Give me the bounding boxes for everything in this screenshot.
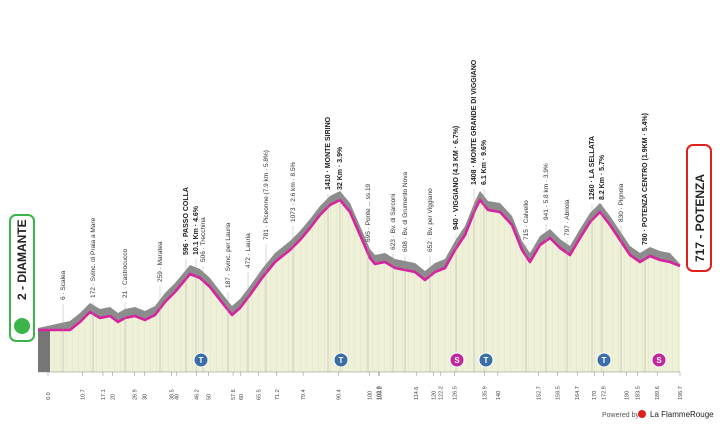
km-label: 90.4 (336, 389, 342, 400)
km-label: 114.6 (414, 387, 420, 400)
waypoint-label: 940 · VIGGIANO (4.3 KM · 6.7%) (453, 126, 460, 230)
km-label: 38.5 (170, 389, 176, 400)
waypoint-label: 8.2 Km · 5.7% (599, 154, 606, 200)
start-block (38, 330, 50, 372)
km-label: 65.5 (256, 389, 262, 400)
brand: La FlammeRouge (650, 410, 714, 419)
km-label: 170 (592, 391, 598, 400)
route-icon-label: T (602, 356, 607, 365)
km-label: 60 (239, 394, 245, 400)
route-line (38, 198, 681, 332)
waypoint-label: 472 · Lauria (245, 233, 252, 268)
km-label: 122.2 (439, 386, 445, 400)
route-icon (651, 352, 667, 368)
waypoint-label: 1073 · 2.6 km · 8.5% (290, 161, 297, 222)
waypoint-label: 781 · Piceonne (7.9 km · 5.8%) (263, 150, 270, 240)
km-label: 189.6 (655, 386, 661, 400)
km-label: 0.0 (46, 392, 52, 400)
route-icon (193, 352, 209, 368)
waypoint-label: 695 · Ponte ... ss.19 (365, 183, 372, 242)
km-label: 57.6 (231, 389, 237, 400)
km-label: 50 (207, 394, 213, 400)
km-label: 140 (496, 391, 502, 400)
km-label: 183.5 (636, 386, 642, 400)
route-icon-label: T (484, 356, 489, 365)
km-label: 152.7 (537, 386, 543, 400)
profile (38, 191, 681, 373)
km-label: 40 (175, 394, 181, 400)
km-label: 71.2 (275, 389, 281, 400)
start-icon (14, 318, 30, 334)
waypoint-label: 780 · POTENZA CENTRO (1.9KM · 5.4%) (642, 113, 649, 245)
km-label: 46.2 (194, 389, 200, 400)
km-label: 20 (110, 394, 116, 400)
route-icon (449, 352, 465, 368)
waypoint-label: 715 · Calvello (523, 200, 530, 240)
powered-by: Powered by (602, 412, 639, 419)
waypoint-label: 506 · Trecchina (200, 217, 207, 262)
km-label: 17.1 (101, 389, 107, 400)
km-label: 135.9 (483, 386, 489, 400)
waypoint-label: 1408 · MONTE GRANDE DI VIGGIANO (471, 59, 478, 185)
waypoint-label: 608 · Bv. di Grumento Nova (402, 172, 409, 252)
waypoint-label: 6.1 Km · 9.6% (481, 139, 488, 185)
km-label: 26.9 (132, 389, 138, 400)
waypoint-label: 623 · Bv. di Sarconi (390, 194, 397, 250)
km-label: 164.7 (575, 386, 581, 400)
km-label: 100 (367, 391, 373, 400)
km-label: 103.2 (378, 386, 384, 400)
km-label: 126.5 (452, 386, 458, 400)
route-icon-label: T (199, 356, 204, 365)
route-icon (333, 352, 349, 368)
waypoint-label: 172 · Svinc. di Praia a Mare (90, 217, 97, 298)
waypoint-label: 652 · Bv. per Viggiano (427, 188, 434, 252)
km-label: 10.7 (80, 389, 86, 400)
ground (38, 200, 680, 372)
waypoint-label: 830 · Pignola (618, 183, 625, 222)
waypoint-label: 21 · Castrocucco (122, 248, 129, 298)
km-label: 79.4 (301, 389, 307, 400)
route-icon-label: S (454, 356, 460, 365)
waypoint-label: 10.1 Km · 4.6% (193, 205, 200, 255)
labels: 6 · Scalea 172 · Svinc. di Praia a Mare 21… (46, 59, 684, 400)
route-icon (596, 352, 612, 368)
start-box (9, 214, 35, 342)
km-label: 120 (432, 391, 438, 400)
waypoint-label: 1410 · MONTE SIRINO (325, 116, 332, 190)
route-icon (478, 352, 494, 368)
gradient-band (38, 191, 680, 330)
route-icon-label: T (339, 356, 344, 365)
route-icon-label: S (656, 356, 662, 365)
km-label: 172.9 (602, 386, 608, 400)
waypoint-label: 259 · Maratea (157, 241, 164, 282)
start-label: 2 - DIAMANTE (15, 219, 29, 300)
waypoint-label: 6 · Scalea (60, 270, 67, 300)
waypoint-label: 1260 · LA SELLATA (589, 136, 596, 200)
waypoint-label: 797 · Abriola (564, 199, 571, 236)
km-label: 102.8 (376, 386, 382, 400)
brand-logo (638, 410, 646, 418)
waypoint-label: 187 · Svinc. per Lauria (225, 222, 232, 288)
km-label: 180 (624, 391, 630, 400)
waypoint-label: 941 · 5.8 km · 3.9% (543, 163, 550, 220)
waypoint-label: 32 Km · 3.9% (337, 146, 344, 190)
finish-box (686, 144, 712, 272)
waypoint-label: 596 · PASSO COLLA (183, 187, 190, 255)
km-label: 30 (142, 394, 148, 400)
finish-label: 717 - POTENZA (693, 174, 707, 262)
km-label: 158.5 (555, 386, 561, 400)
km-label: 196.7 (678, 386, 684, 400)
